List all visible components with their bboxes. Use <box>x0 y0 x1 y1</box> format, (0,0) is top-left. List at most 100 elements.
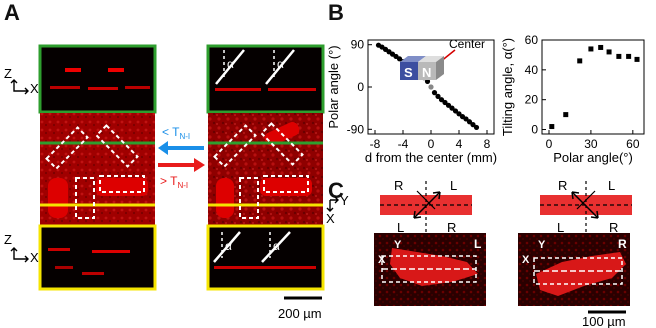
arrow-left-text: < TN-I <box>162 125 190 141</box>
chart1-point <box>435 93 441 99</box>
left-dashed-box-4 <box>99 175 145 193</box>
panel-letter-a: A <box>4 0 20 25</box>
chart2-point <box>588 46 594 52</box>
c-right-img-x: X <box>522 254 530 266</box>
chart2-point <box>606 49 612 55</box>
arrow-right-head-icon <box>194 158 205 172</box>
axis-arrow-top-icon <box>10 79 29 95</box>
chart2-ylabel: Tilting angle, α(°) <box>500 38 515 136</box>
chart1-xlabel: d from the center (mm) <box>365 150 497 165</box>
panel-letter-c: C <box>328 178 344 203</box>
chart1-xtick-label: 8 <box>484 137 491 151</box>
chart1-point <box>431 90 438 96</box>
right-blob-2 <box>260 178 312 196</box>
chart1-ylabel: Polar angle (°) <box>326 45 341 128</box>
chart1-xtick-label: -4 <box>398 137 409 151</box>
c-right-cross-arrow-icon <box>576 190 596 210</box>
c-right-top-label-l: L <box>608 178 615 193</box>
left-bottom-xz-image <box>38 224 157 291</box>
chart1-point <box>466 119 473 125</box>
left-bottom-streak-1 <box>48 248 70 251</box>
center-label: Center <box>449 37 485 51</box>
c-left-bottom-label-l: L <box>397 220 404 235</box>
left-blob-1 <box>48 178 68 218</box>
scale-label-c: 100 µm <box>582 314 626 328</box>
chart2-point <box>616 53 622 59</box>
c-left-cross-arrow-icon <box>416 190 436 210</box>
chart2-point <box>577 58 583 64</box>
c-left-double-arrow-icon <box>413 191 441 219</box>
right-top-streak-2 <box>268 88 316 91</box>
axis-z-label-top: Z <box>4 66 12 81</box>
chart1-point <box>442 99 448 106</box>
right-top-streak-1 <box>215 88 261 91</box>
chart1-xtick-label: 4 <box>456 137 463 151</box>
chart2-ytick-label: 60 <box>525 33 539 47</box>
c-right-double-arrow-icon <box>571 191 599 219</box>
chart2-point <box>634 56 640 62</box>
right-bottom-tilt-line-1 <box>213 231 241 263</box>
right-bottom-streak-1 <box>214 266 264 269</box>
chart1-point <box>428 84 434 90</box>
c-left-img-y: Y <box>394 239 402 251</box>
left-bottom-streak-3 <box>55 266 73 269</box>
magnet-s-label: S <box>404 65 413 80</box>
right-dashed-box-3 <box>239 177 259 219</box>
right-bottom-streak-2 <box>262 266 316 269</box>
magnet-3d-block-s <box>400 56 426 62</box>
left-bottom-streak-4 <box>82 272 104 275</box>
chart2-point <box>626 53 632 59</box>
magnet-3d-block-n <box>418 56 444 62</box>
c-left-bottom-label-r: R <box>447 220 456 235</box>
c-right-bottom-label-r: R <box>609 220 618 235</box>
panel-letter-b: B <box>328 0 344 25</box>
chart2-ytick-label: 0 <box>531 123 538 137</box>
chart2-ytick-label: 20 <box>525 93 539 107</box>
chart2-xlabel: Polar angle(°) <box>553 150 633 165</box>
right-top-tilt-line-1 <box>215 49 245 85</box>
chart2-ytick-label: 40 <box>525 63 539 77</box>
panel-a-figure: α α α α Z X Z X < TN-I > TN-I 200 µm <box>4 44 325 321</box>
chart2-xtick-label: 60 <box>626 137 640 151</box>
left-blob-2 <box>96 178 148 196</box>
chart1-xtick-label: 0 <box>428 137 435 151</box>
axis-y-label-c: Y <box>340 193 349 208</box>
c-right-img-corner: R <box>618 237 627 251</box>
right-top-alpha-2: α <box>277 57 284 71</box>
c-right-dashed-box <box>533 257 623 285</box>
left-bottom-streak-2 <box>92 250 130 253</box>
panel-b-charts: -8 -4 0 4 8 -90 0 90 d from the center (mm) Polar… <box>326 33 645 165</box>
c-left-img-corner: L <box>474 237 481 251</box>
chart1-point <box>456 111 462 117</box>
c-right-img-y: Y <box>538 239 546 251</box>
c-left-img-x: X <box>378 254 386 266</box>
chart2-xtick-label: 30 <box>584 137 598 151</box>
arrow-left-head-icon <box>158 141 168 155</box>
chart1-point <box>470 122 476 128</box>
chart1-ytick-label: -90 <box>347 122 365 136</box>
chart1-point <box>396 56 403 62</box>
right-bottom-alpha-2: α <box>273 239 280 253</box>
chart1-point <box>449 105 455 111</box>
panel-c-figure: Y X R L L R Y X L R L L R Y X R 100 µm <box>326 178 632 328</box>
c-left-top-label-l: L <box>450 178 457 193</box>
magnet-face-n <box>418 62 436 80</box>
left-top-streak-4 <box>88 87 118 90</box>
right-dashed-box-1 <box>213 124 257 168</box>
axis-arrow-c-icon <box>326 196 339 212</box>
c-right-bottom-label-l: L <box>557 220 564 235</box>
chart1-point <box>463 116 469 122</box>
right-dashed-box-4 <box>263 175 309 193</box>
chart1-point <box>424 78 431 84</box>
scale-label-a: 200 µm <box>278 306 322 321</box>
chart2-xtick-label: 0 <box>546 137 553 151</box>
c-right-shape <box>536 252 626 296</box>
axis-arrow-bottom-icon <box>10 247 29 263</box>
axis-x-label-bottom: X <box>30 250 39 265</box>
chart1-point <box>445 102 452 108</box>
right-bottom-alpha-1: α <box>225 239 232 253</box>
axis-x-label-top: X <box>30 81 39 96</box>
c-right-top-label-r: R <box>558 178 567 193</box>
left-top-streak-1 <box>65 68 81 72</box>
c-left-top-label-r: R <box>394 178 403 193</box>
